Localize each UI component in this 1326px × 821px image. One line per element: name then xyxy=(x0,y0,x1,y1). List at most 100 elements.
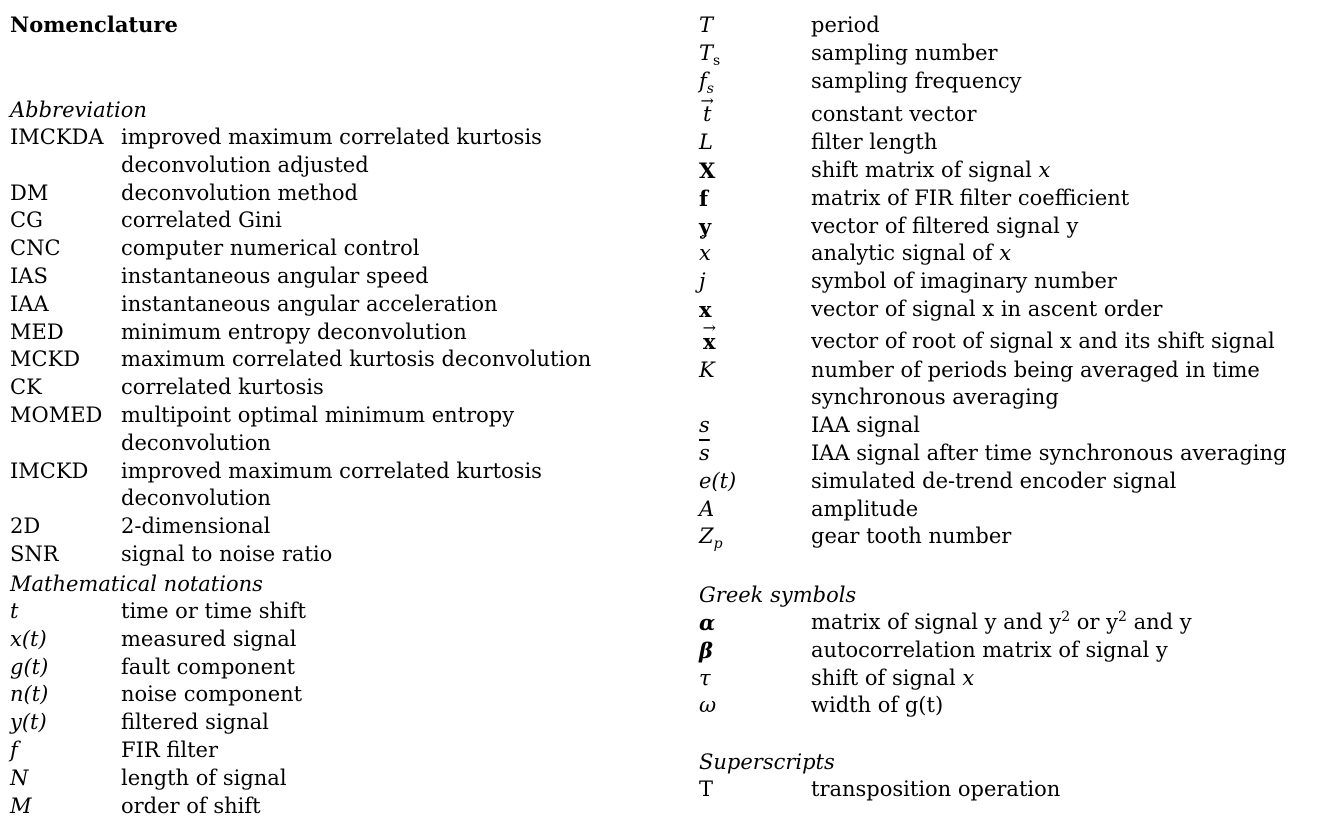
math-desc: noise component xyxy=(121,682,303,707)
abbr-desc: deconvolution method xyxy=(121,180,358,205)
symbol-desc: sampling number xyxy=(811,40,998,65)
symbol-desc: vector of filtered signal y xyxy=(811,213,1079,238)
math-symbol: N xyxy=(10,765,29,790)
abbr-desc: instantaneous angular acceleration xyxy=(121,291,498,316)
math-desc: order of shift xyxy=(121,793,261,818)
math-symbol: M xyxy=(10,793,32,818)
abbr-symbol: 2D xyxy=(10,514,41,539)
abbr-desc: improved maximum correlated kurtosis dec… xyxy=(121,125,542,177)
greek-symbol: α xyxy=(699,610,716,635)
symbol-desc: simulated de-trend encoder signal xyxy=(811,468,1177,493)
symbol-row: j symbol of imaginary number xyxy=(699,268,1319,296)
abbr-desc: computer numerical control xyxy=(121,236,420,261)
symbol: s xyxy=(699,440,811,468)
greek-row: τ shift of signal x xyxy=(699,665,1319,693)
abbreviation-row: CK correlated kurtosis xyxy=(10,374,670,402)
symbol-row: f matrix of FIR filter coefficient xyxy=(699,185,1319,213)
abbr-desc: maximum correlated kurtosis deconvolutio… xyxy=(121,347,592,372)
abbr-symbol: CG xyxy=(10,208,43,233)
vector-arrow-icon: x xyxy=(699,314,720,356)
greek-symbol: τ xyxy=(699,665,711,690)
symbol: t xyxy=(699,87,811,129)
symbol: f xyxy=(699,185,709,211)
abbr-desc: signal to noise ratio xyxy=(121,541,333,566)
symbol: x xyxy=(699,314,811,357)
symbol: x xyxy=(699,228,811,268)
symbol-row: e(t) simulated de-trend encoder signal xyxy=(699,468,1319,496)
symbol: s xyxy=(699,413,710,438)
math-notations-section: Mathematical notations t time or time shi… xyxy=(10,570,670,820)
symbol-desc: analytic signal of x xyxy=(811,241,1012,266)
greek-desc: matrix of signal y and y2 or y2 and y xyxy=(811,609,1192,634)
symbol-row: x vector of signal x in ascent order xyxy=(699,296,1319,324)
symbol-desc: vector of root of signal x and its shift… xyxy=(811,328,1275,353)
abbr-symbol: MOMED xyxy=(10,402,103,427)
symbol: A xyxy=(699,496,715,521)
math-row: f FIR filter xyxy=(10,737,670,765)
symbol-row: t constant vector xyxy=(699,87,1319,129)
math-symbol: g(t) xyxy=(10,654,49,679)
math-symbol: x(t) xyxy=(10,626,47,651)
symbol-desc: symbol of imaginary number xyxy=(811,269,1117,294)
greek-row: β autocorrelation matrix of signal y xyxy=(699,637,1319,665)
abbr-desc: improved maximum correlated kurtosis dec… xyxy=(121,458,542,511)
symbol: fs xyxy=(699,68,714,97)
abbreviation-row: DM deconvolution method xyxy=(10,180,670,208)
math-row: n(t) noise component xyxy=(10,681,670,709)
math-desc: measured signal xyxy=(121,626,297,651)
symbol-desc: gear tooth number xyxy=(811,524,1012,549)
symbol: K xyxy=(699,357,715,382)
math-desc: FIR filter xyxy=(121,737,218,762)
abbreviation-row: MOMED multipoint optimal minimum entropy … xyxy=(10,402,670,458)
greek-desc: autocorrelation matrix of signal y xyxy=(811,637,1168,662)
abbr-desc: minimum entropy deconvolution xyxy=(121,319,467,344)
greek-desc: shift of signal x xyxy=(811,665,975,690)
abbr-symbol: DM xyxy=(10,180,49,205)
symbol: e(t) xyxy=(699,468,737,493)
math-row: t time or time shift xyxy=(10,598,670,626)
symbol-desc: filter length xyxy=(811,130,938,155)
symbol-desc: matrix of FIR filter coefficient xyxy=(811,185,1130,210)
greek-desc: width of g(t) xyxy=(811,693,944,718)
abbr-symbol: CNC xyxy=(10,236,61,261)
abbreviation-heading: Abbreviation xyxy=(10,98,147,122)
abbreviation-row: MCKD maximum correlated kurtosis deconvol… xyxy=(10,346,670,374)
math-desc: length of signal xyxy=(121,765,287,790)
greek-row: α matrix of signal y and y2 or y2 and y xyxy=(699,609,1319,637)
abbr-desc: 2-dimensional xyxy=(121,514,271,539)
math-symbol: n(t) xyxy=(10,682,49,707)
math-notations-heading: Mathematical notations xyxy=(10,572,263,596)
math-row: g(t) fault component xyxy=(10,654,670,682)
abbreviation-row: IAS instantaneous angular speed xyxy=(10,263,670,291)
abbr-symbol: MED xyxy=(10,319,64,344)
abbr-desc: correlated kurtosis xyxy=(121,375,324,400)
abbreviation-row: CG correlated Gini xyxy=(10,207,670,235)
symbol-desc: sampling frequency xyxy=(811,68,1022,93)
abbreviation-row: IMCKD improved maximum correlated kurtosi… xyxy=(10,458,670,514)
symbol-desc: shift matrix of signal x xyxy=(811,157,1051,182)
math-symbol: t xyxy=(10,599,19,623)
greek-symbol: ω xyxy=(699,693,717,718)
abbr-symbol: CK xyxy=(10,375,42,400)
symbol-row: s IAA signal after time synchronous avera… xyxy=(699,440,1319,468)
symbol: X xyxy=(699,157,716,183)
symbol-desc: constant vector xyxy=(811,102,977,127)
symbol: Zp xyxy=(699,524,723,553)
symbol-desc: vector of signal x in ascent order xyxy=(811,296,1163,321)
symbol-desc: amplitude xyxy=(811,496,919,521)
abbr-desc: multipoint optimal minimum entropy decon… xyxy=(121,402,515,455)
symbol: y xyxy=(699,213,712,239)
symbol-desc: IAA signal xyxy=(811,413,920,438)
abbreviation-section: Abbreviation IMCKDA improved maximum corr… xyxy=(10,96,670,569)
abbreviation-row: MED minimum entropy deconvolution xyxy=(10,319,670,347)
greek-symbols-section: Greek symbols α matrix of signal y and y2… xyxy=(699,581,1319,720)
superscript-desc: transposition operation xyxy=(811,777,1061,801)
symbol-row: Ts sampling number xyxy=(699,40,1319,68)
symbol-row: fs sampling frequency xyxy=(699,68,1319,96)
